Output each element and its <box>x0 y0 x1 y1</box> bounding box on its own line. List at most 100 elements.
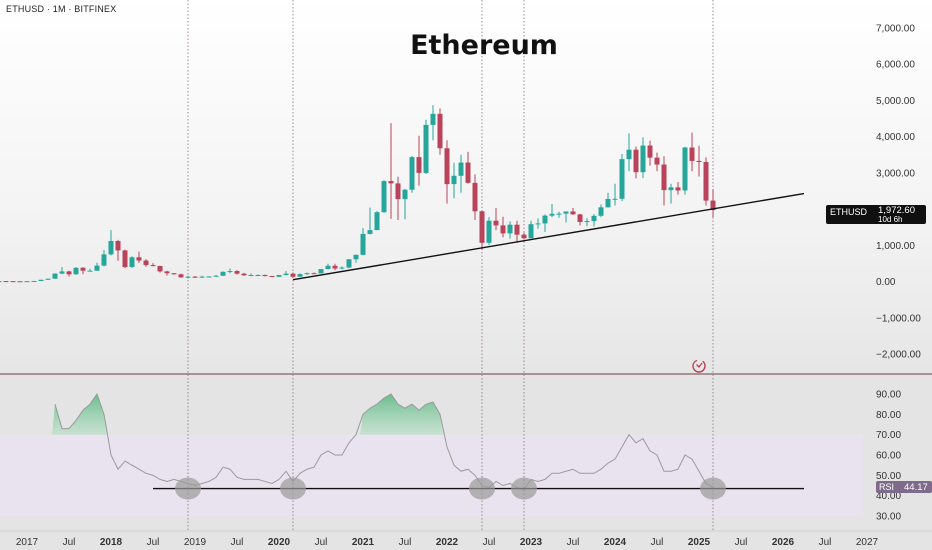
candle-2017-08 <box>73 267 79 275</box>
candle-2023-02 <box>535 218 541 229</box>
candle-2022-01 <box>444 140 450 204</box>
candle-2016-09 <box>0 281 2 283</box>
trendline[interactable] <box>292 192 805 281</box>
candle-2019-11 <box>262 274 268 277</box>
price-countdown: 10d 6h <box>878 215 903 224</box>
candle-2023-04 <box>549 204 555 218</box>
refresh-sync-icon[interactable] <box>690 357 708 375</box>
time-tick-label: Jul <box>483 537 496 548</box>
candle-2022-02 <box>451 162 457 199</box>
candle-2020-08 <box>325 263 331 270</box>
rsi-tick-label: 40.00 <box>876 491 901 502</box>
candle-2024-11 <box>682 146 688 195</box>
candlestick-series <box>0 105 716 283</box>
price-tick-label: −1,000.00 <box>876 313 921 324</box>
candle-2021-01 <box>360 228 366 256</box>
rsi-axis[interactable]: 90.00 80.00 70.00 60.00 50.00 40.00 30.00 <box>876 390 901 523</box>
symbol-title[interactable]: ETHUSD · 1M · BITFINEX <box>6 4 117 14</box>
price-tick-label: −2,000.00 <box>876 350 921 361</box>
candle-2023-03 <box>542 214 548 232</box>
time-tick-label: Jul <box>399 537 412 548</box>
candle-2018-01 <box>108 230 114 256</box>
rsi-touch-circle-4 <box>700 477 726 500</box>
candle-2021-12 <box>437 108 443 155</box>
time-tick-label: 2019 <box>184 537 207 548</box>
candle-2022-12 <box>521 232 527 240</box>
candle-2019-03 <box>206 276 212 278</box>
candle-2023-10 <box>591 214 597 227</box>
rsi-overbought-fill-0 <box>52 394 107 435</box>
candle-2025-02 <box>703 157 709 206</box>
candle-2017-12 <box>101 250 107 267</box>
time-axis[interactable]: 2017 Jul 2018 Jul 2019 Jul 2020 Jul 2021 Jul 2022 J… <box>16 537 879 548</box>
candle-2018-10 <box>171 273 177 275</box>
candle-2017-06 <box>59 267 65 275</box>
candle-2024-10 <box>675 181 681 195</box>
chart-title: Ethereum <box>410 30 558 61</box>
candle-2021-05 <box>388 123 394 219</box>
rsi-series <box>52 392 804 500</box>
candle-2020-07 <box>318 268 324 274</box>
candle-2024-03 <box>626 133 632 172</box>
price-tick-label: 3,000.00 <box>876 168 915 179</box>
candle-2019-08 <box>241 272 247 276</box>
candle-2023-09 <box>584 218 590 227</box>
candle-2016-11 <box>10 281 16 283</box>
candle-2023-08 <box>577 213 583 226</box>
candle-2020-06 <box>311 272 317 275</box>
time-tick-label: 2022 <box>436 537 459 548</box>
candle-2022-07 <box>486 217 492 245</box>
price-symbol: ETHUSD <box>830 207 868 217</box>
candle-2020-12 <box>353 254 359 263</box>
candle-2018-05 <box>136 251 142 264</box>
rsi-tick-label: 50.00 <box>876 471 901 482</box>
candle-2024-06 <box>647 140 653 166</box>
time-tick-label: Jul <box>63 537 76 548</box>
candle-2021-08 <box>409 155 415 193</box>
candle-2019-01 <box>192 275 198 278</box>
candle-2019-06 <box>227 268 233 274</box>
time-tick-label: 2024 <box>604 537 627 548</box>
vertical-markers <box>187 0 714 531</box>
candle-2025-03 <box>710 189 716 218</box>
candle-2023-07 <box>570 208 576 215</box>
candle-2024-09 <box>668 183 674 204</box>
last-price-label: ETHUSD 1,972.60 10d 6h <box>826 205 926 224</box>
time-tick-label: Jul <box>315 537 328 548</box>
price-value: 1,972.60 <box>878 205 915 216</box>
candle-2022-04 <box>465 151 471 184</box>
time-tick-label: 2021 <box>352 537 375 548</box>
rsi-value: 44.17 <box>904 482 928 493</box>
candle-2018-07 <box>150 263 156 267</box>
candle-2020-11 <box>346 259 352 269</box>
rsi-tick-label: 70.00 <box>876 430 901 441</box>
candle-2021-03 <box>374 211 380 231</box>
time-tick-label: 2020 <box>268 537 291 548</box>
candle-2020-05 <box>304 272 310 275</box>
candle-2022-11 <box>514 220 520 243</box>
rsi-tick-label: 60.00 <box>876 451 901 462</box>
time-tick-label: 2027 <box>856 537 879 548</box>
candle-2019-10 <box>255 274 261 277</box>
candle-2019-07 <box>234 270 240 275</box>
time-tick-label: 2023 <box>520 537 543 548</box>
candle-2017-04 <box>45 278 51 280</box>
candle-2021-09 <box>416 135 422 186</box>
candle-2020-04 <box>297 273 303 277</box>
time-tick-label: Jul <box>147 537 160 548</box>
rsi-name: RSI <box>879 482 895 492</box>
rsi-overbought-fill-1 <box>360 394 443 435</box>
price-tick-label: 6,000.00 <box>876 60 915 71</box>
candle-2023-01 <box>528 220 534 239</box>
candle-2021-07 <box>402 188 408 220</box>
candle-2019-04 <box>213 274 219 277</box>
candle-2018-09 <box>164 270 170 276</box>
rsi-touch-circle-3 <box>511 477 537 500</box>
candle-2023-11 <box>598 204 604 218</box>
candle-2024-01 <box>612 183 618 206</box>
time-tick-label: 2026 <box>772 537 795 548</box>
candle-2021-04 <box>381 180 387 213</box>
candle-2017-07 <box>66 270 72 277</box>
candle-2022-03 <box>458 154 464 193</box>
